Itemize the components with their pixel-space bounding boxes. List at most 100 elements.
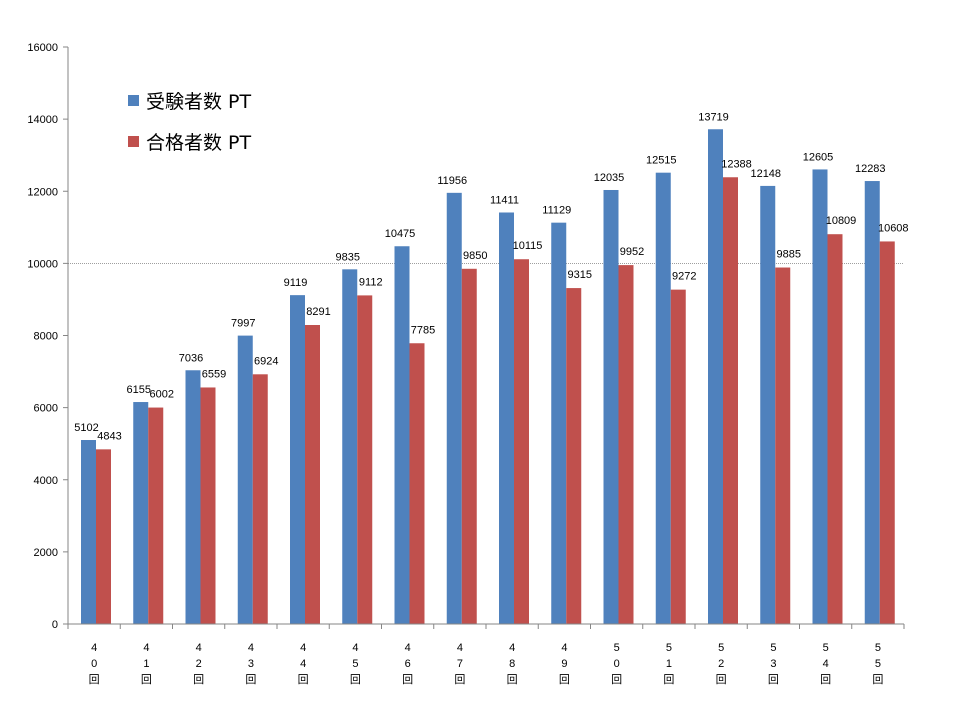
data-label: 8291	[306, 306, 330, 318]
x-tick-label-top: 4	[196, 642, 202, 654]
legend-swatch	[128, 136, 139, 147]
x-tick-label-mid: 4	[823, 658, 829, 670]
data-label: 12035	[594, 172, 625, 184]
data-label: 12148	[750, 168, 781, 180]
y-tick-label: 0	[52, 619, 58, 631]
legend-swatch	[128, 95, 139, 106]
x-tick-label-top: 5	[823, 642, 829, 654]
bar-passers	[566, 288, 582, 624]
x-tick-label-mid: 5	[352, 658, 358, 670]
data-label: 13719	[698, 111, 729, 123]
bar-examinees	[290, 295, 305, 624]
data-label: 10115	[513, 240, 543, 252]
y-tick-label: 2000	[34, 547, 58, 559]
bar-passers	[879, 241, 895, 624]
x-tick-label-top: 4	[352, 642, 358, 654]
x-tick-label-top: 4	[561, 642, 567, 654]
x-tick-label-mid: 6	[405, 658, 411, 670]
x-tick-label-mid: 1	[143, 658, 149, 670]
data-label: 9885	[777, 249, 801, 261]
bar-passers	[200, 387, 216, 624]
bar-passers	[305, 325, 320, 624]
bar-passers	[409, 343, 425, 624]
data-label: 9119	[284, 277, 308, 289]
bars-group	[81, 129, 895, 625]
bar-examinees	[499, 212, 514, 624]
x-tick-label-mid: 0	[91, 658, 97, 670]
bar-passers	[148, 407, 164, 624]
data-label: 11411	[490, 194, 519, 206]
y-tick-label: 10000	[27, 258, 58, 270]
x-tick-label-box: 回	[559, 673, 570, 686]
data-label: 9850	[463, 250, 487, 262]
bar-examinees	[760, 185, 776, 624]
bar-examinees	[394, 246, 410, 625]
x-tick-label-top: 4	[143, 642, 149, 654]
x-tick-label-top: 4	[457, 642, 463, 654]
x-tick-label-mid: 1	[666, 658, 672, 670]
data-label: 12515	[646, 155, 677, 167]
x-tick-label-top: 4	[91, 642, 97, 654]
x-axis: 4 0 回 4 1 回 4 2 回 4 3 回 4 4 回 4 5 回 4 6 回 4 7 回 4 8 回 4 9 回 5 0 回 5 1 回 5 2 回 5…	[67, 623, 905, 686]
bar-passers	[96, 449, 111, 624]
data-label: 12388	[721, 158, 752, 170]
bar-passers	[461, 268, 477, 624]
bar-passers	[827, 234, 843, 624]
x-tick-label-top: 5	[875, 642, 881, 654]
y-axis: 0 2000 4000 6000 8000 10000 12000 14000 16000	[27, 42, 69, 631]
data-label: 5102	[74, 422, 98, 434]
data-label: 9952	[620, 246, 644, 258]
data-label: 12283	[855, 163, 886, 175]
x-tick-label-box: 回	[193, 673, 204, 686]
x-tick-label-mid: 7	[457, 658, 463, 670]
bar-passers	[252, 374, 268, 624]
x-tick-label-top: 4	[248, 642, 254, 654]
bar-examinees	[81, 440, 96, 624]
data-label: 12605	[803, 151, 834, 163]
x-tick-label-mid: 4	[300, 658, 306, 670]
x-tick-label-top: 5	[614, 642, 620, 654]
x-tick-label-top: 5	[770, 642, 776, 654]
bar-passers	[514, 259, 529, 624]
bar-examinees	[603, 189, 619, 625]
bar-examinees	[342, 269, 358, 624]
data-label: 4843	[97, 430, 121, 442]
data-label: 9315	[568, 269, 592, 281]
data-label: 6559	[202, 368, 226, 380]
bar-examinees	[655, 172, 671, 625]
x-tick-label-box: 回	[89, 673, 100, 686]
data-label: 11129	[542, 205, 571, 217]
bar-passers	[670, 289, 686, 624]
data-label: 9835	[336, 251, 360, 263]
x-tick-label-box: 回	[820, 673, 831, 686]
x-tick-label-top: 5	[718, 642, 724, 654]
legend-label: 受験者数 PT	[146, 91, 251, 113]
bar-examinees	[446, 192, 462, 625]
y-tick-label: 14000	[27, 114, 58, 126]
x-tick-label-top: 5	[666, 642, 672, 654]
x-tick-label-box: 回	[663, 673, 674, 686]
data-label: 10809	[826, 215, 857, 227]
bar-passers	[618, 265, 634, 624]
data-label: 10608	[878, 222, 909, 234]
x-tick-label-mid: 2	[718, 658, 724, 670]
data-label: 9272	[672, 271, 696, 283]
x-tick-label-mid: 2	[196, 658, 202, 670]
x-tick-label-mid: 3	[770, 658, 776, 670]
x-tick-label-top: 4	[300, 642, 306, 654]
bar-examinees	[185, 370, 201, 624]
x-tick-label-box: 回	[507, 673, 518, 686]
bar-examinees	[864, 181, 880, 624]
y-tick-label: 6000	[34, 403, 58, 415]
y-tick-label: 8000	[34, 331, 58, 343]
bar-passers	[723, 177, 738, 624]
legend-label: 合格者数 PT	[146, 132, 251, 154]
data-label: 6924	[254, 355, 278, 367]
data-label: 7785	[411, 324, 435, 336]
x-tick-label-box: 回	[716, 673, 727, 686]
x-tick-label-mid: 3	[248, 658, 254, 670]
bar-passers	[775, 267, 791, 624]
bar-examinees	[237, 335, 253, 624]
